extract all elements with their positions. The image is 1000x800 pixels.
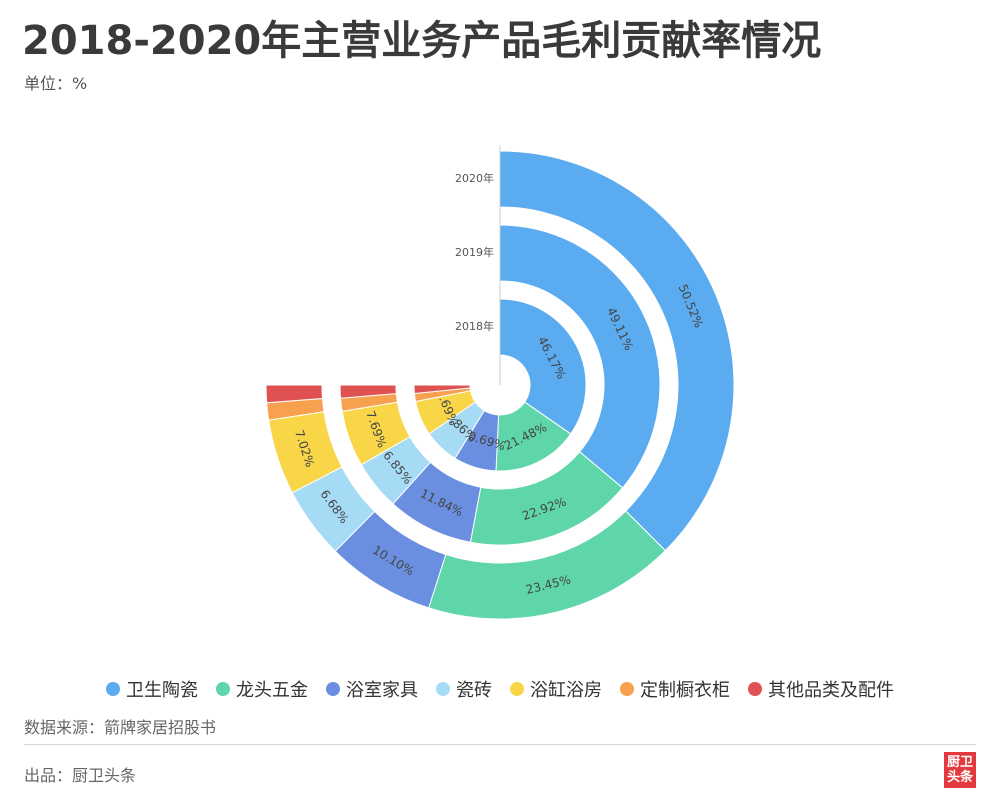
legend-swatch bbox=[436, 682, 450, 696]
legend-label: 浴缸浴房 bbox=[530, 680, 602, 701]
brand-logo: 厨卫 头条 bbox=[944, 752, 976, 788]
legend-label: 瓷砖 bbox=[456, 680, 492, 701]
legend-item: 浴室家具 bbox=[326, 676, 418, 702]
arc-segment bbox=[495, 401, 572, 472]
legend-item: 浴缸浴房 bbox=[510, 676, 602, 702]
legend-label: 其他品类及配件 bbox=[768, 680, 894, 701]
unit-label: 单位：% bbox=[24, 74, 88, 93]
chart-title: 2018-2020年主营业务产品毛利贡献率情况 bbox=[22, 18, 822, 64]
arc-segment bbox=[339, 384, 397, 399]
legend-item: 卫生陶瓷 bbox=[106, 676, 198, 702]
category-tick-label: 2019年 bbox=[455, 245, 494, 259]
legend-swatch bbox=[620, 682, 634, 696]
arc-segment bbox=[499, 224, 661, 489]
legend-swatch bbox=[510, 682, 524, 696]
arc-segment bbox=[413, 384, 471, 395]
legend-label: 浴室家具 bbox=[346, 680, 418, 701]
legend: 卫生陶瓷 龙头五金 浴室家具 瓷砖 浴缸浴房 定制橱衣柜 其他品类及配件 bbox=[0, 676, 1000, 702]
category-tick-label: 2018年 bbox=[455, 319, 494, 333]
legend-swatch bbox=[748, 682, 762, 696]
legend-item: 其他品类及配件 bbox=[748, 676, 894, 702]
legend-item: 定制橱衣柜 bbox=[620, 676, 730, 702]
arc-segment bbox=[499, 298, 587, 435]
legend-label: 定制橱衣柜 bbox=[640, 680, 730, 701]
legend-swatch bbox=[216, 682, 230, 696]
legend-swatch bbox=[106, 682, 120, 696]
arc-segment bbox=[499, 150, 735, 552]
legend-swatch bbox=[326, 682, 340, 696]
arc-segment bbox=[265, 384, 324, 404]
legend-item: 龙头五金 bbox=[216, 676, 308, 702]
divider bbox=[24, 744, 976, 745]
source-note: 数据来源：箭牌家居招股书 bbox=[24, 718, 217, 737]
publisher-note: 出品：厨卫头条 bbox=[24, 766, 137, 785]
legend-item: 瓷砖 bbox=[436, 676, 492, 702]
legend-label: 卫生陶瓷 bbox=[126, 680, 198, 701]
category-tick-label: 2020年 bbox=[455, 171, 494, 185]
legend-label: 龙头五金 bbox=[236, 680, 308, 701]
